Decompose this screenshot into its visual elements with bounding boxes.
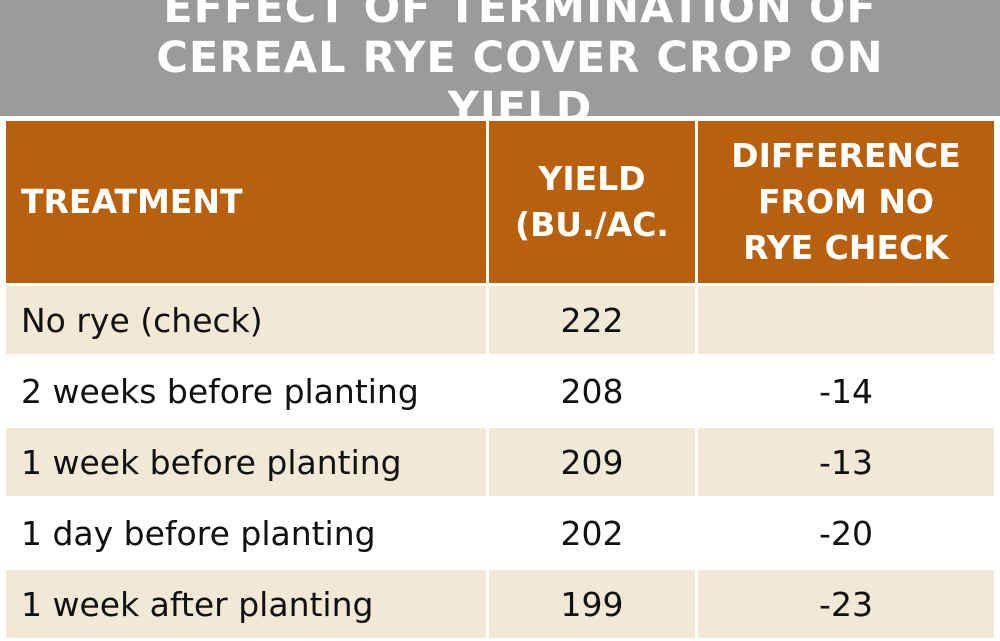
treatment-cell: 2 weeks before planting <box>6 357 486 428</box>
treatment-cell: 1 week before planting <box>6 428 486 499</box>
difference-cell: -14 <box>698 357 994 428</box>
yield-cell: 202 <box>489 499 695 570</box>
difference-cell: -13 <box>698 428 994 499</box>
treatment-cell: 1 week after planting <box>6 570 486 641</box>
yield-cell: 222 <box>489 286 695 357</box>
table-row: 1 week after planting 199 -23 <box>6 570 994 641</box>
table-row: 1 day before planting 202 -20 <box>6 499 994 570</box>
table-row: No rye (check) 222 <box>6 286 994 357</box>
yield-cell: 208 <box>489 357 695 428</box>
column-header-yield-text: YIELD (BU./AC. <box>515 159 669 244</box>
yield-cell: 209 <box>489 428 695 499</box>
header-row: TREATMENT YIELD (BU./AC. DIFFERENCE FROM… <box>6 121 994 286</box>
treatment-cell: 1 day before planting <box>6 499 486 570</box>
chart-title: EFFECT OF TERMINATION OF CEREAL RYE COVE… <box>156 0 884 133</box>
difference-cell: -23 <box>698 570 994 641</box>
treatment-cell: No rye (check) <box>6 286 486 357</box>
title-banner: EFFECT OF TERMINATION OF CEREAL RYE COVE… <box>0 0 1000 133</box>
data-table: TREATMENT YIELD (BU./AC. DIFFERENCE FROM… <box>3 121 997 641</box>
column-header-treatment: TREATMENT <box>6 121 486 286</box>
table-row: 2 weeks before planting 208 -14 <box>6 357 994 428</box>
column-header-difference-text: DIFFERENCE FROM NO RYE CHECK <box>731 136 961 267</box>
difference-cell: -20 <box>698 499 994 570</box>
difference-cell <box>698 286 994 357</box>
yield-cell: 199 <box>489 570 695 641</box>
table-row: 1 week before planting 209 -13 <box>6 428 994 499</box>
column-header-difference: DIFFERENCE FROM NO RYE CHECK <box>698 121 994 286</box>
column-header-yield: YIELD (BU./AC. <box>489 121 695 286</box>
